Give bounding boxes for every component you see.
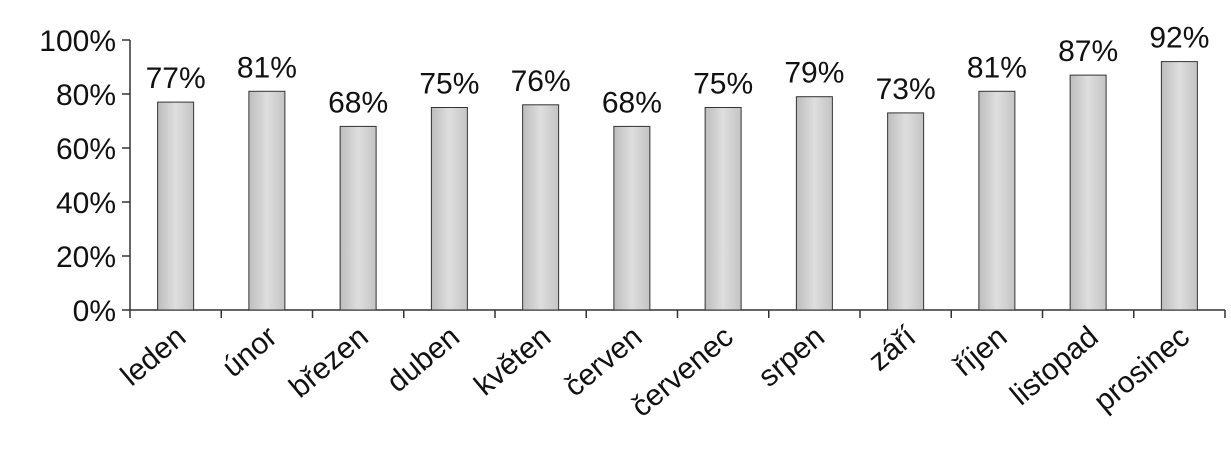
bar-6 <box>704 107 742 311</box>
category-label-3: duben <box>381 320 466 399</box>
category-label-8: září <box>863 320 923 378</box>
bar-9 <box>978 90 1016 311</box>
value-label-1: 81% <box>237 51 297 84</box>
category-label-11: prosinec <box>1088 320 1196 418</box>
bar-0 <box>157 101 195 311</box>
y-axis: 0% 20% 40% 60% 80% 100% <box>39 25 131 328</box>
category-label-7: srpen <box>752 320 831 394</box>
value-labels: 77% 81% 68% 75% 76% 68% 75% 79% 73% 81% 87% 92% <box>146 22 1210 120</box>
value-label-2: 68% <box>328 86 388 119</box>
value-label-11: 92% <box>1149 22 1209 55</box>
bar-1 <box>248 90 286 311</box>
category-label-9: říjen <box>947 320 1013 383</box>
y-tick-label: 20% <box>56 241 116 274</box>
bars <box>157 61 1198 311</box>
bar-11 <box>1160 61 1198 311</box>
value-label-8: 73% <box>876 73 936 106</box>
bar-7 <box>795 96 833 311</box>
y-tick-label: 40% <box>56 187 116 220</box>
value-label-4: 76% <box>511 65 571 98</box>
bar-10 <box>1069 74 1107 311</box>
category-label-1: únor <box>216 320 283 384</box>
bar-3 <box>430 107 468 311</box>
y-tick-label: 80% <box>56 79 116 112</box>
value-label-5: 68% <box>602 86 662 119</box>
bar-4 <box>522 104 560 311</box>
category-labels: leden únor březen duben květen červenčervenec… <box>115 320 1196 424</box>
value-label-9: 81% <box>967 51 1027 84</box>
y-tick-label: 60% <box>56 133 116 166</box>
category-label-10: listopad <box>1004 320 1104 412</box>
x-axis <box>129 309 1226 318</box>
y-tick-label: 0% <box>73 295 116 328</box>
bar-5 <box>613 125 651 311</box>
category-label-2: březen <box>283 320 374 404</box>
category-label-6: červenec <box>625 320 739 424</box>
category-label-4: květen <box>468 320 557 402</box>
value-label-6: 75% <box>693 68 753 101</box>
value-label-7: 79% <box>784 57 844 90</box>
value-label-10: 87% <box>1058 35 1118 68</box>
bar-8 <box>887 112 925 311</box>
bar-2 <box>339 125 377 311</box>
category-label-0: leden <box>115 320 192 392</box>
value-label-3: 75% <box>419 68 479 101</box>
y-tick-label: 100% <box>39 25 116 58</box>
value-label-0: 77% <box>146 62 206 95</box>
